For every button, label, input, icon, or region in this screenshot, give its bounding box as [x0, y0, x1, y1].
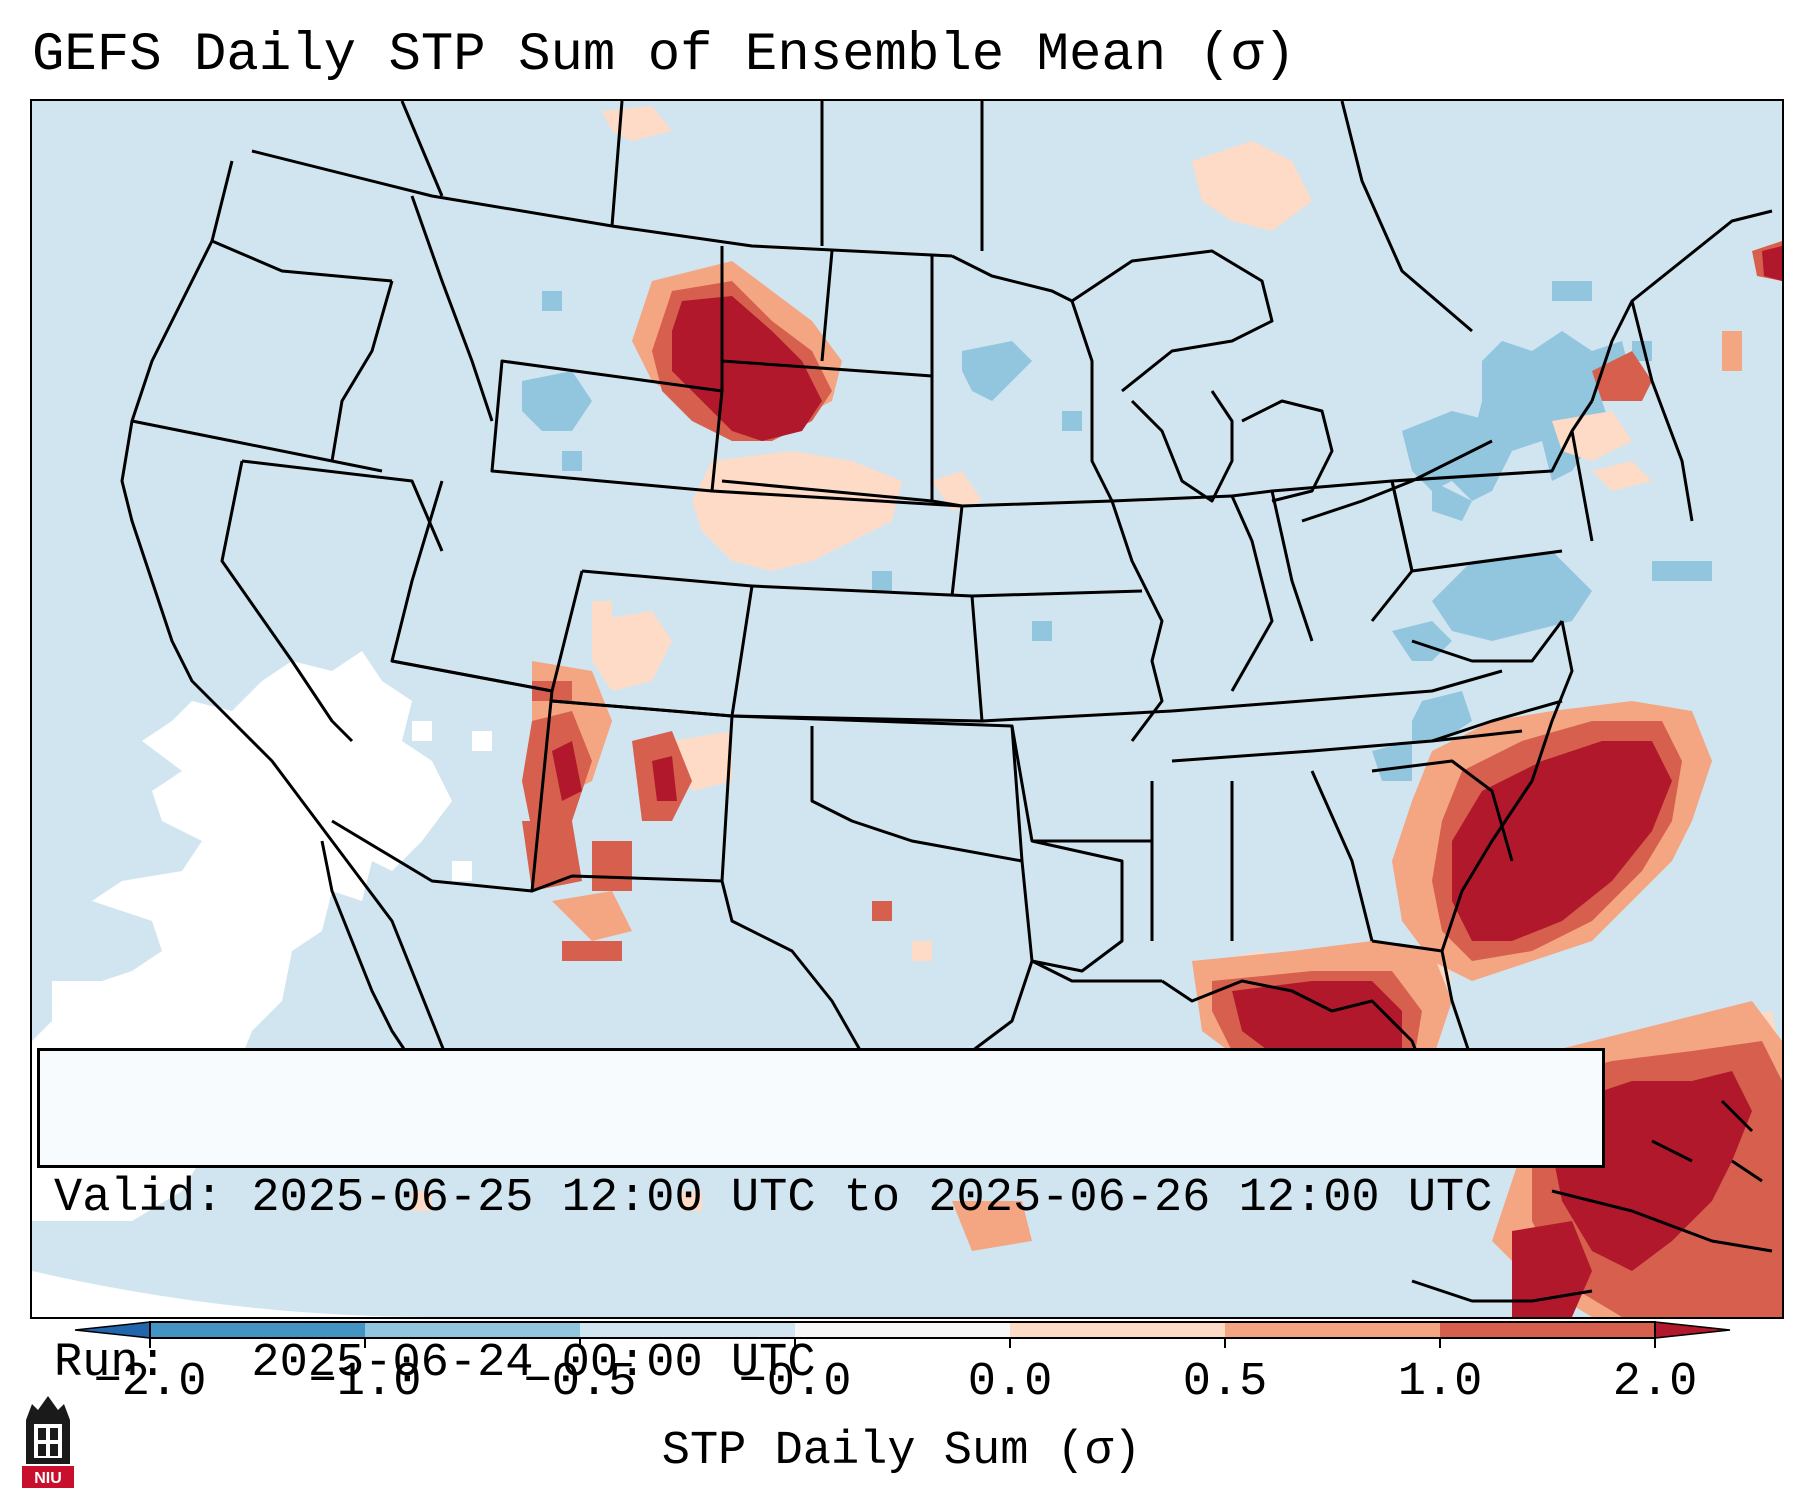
colorbar-label-text: STP Daily Sum (σ) [661, 1425, 1142, 1478]
run-time-text: Run: 2025-06-24 00:00 UTC [54, 1337, 816, 1390]
chart-title: GEFS Daily STP Sum of Ensemble Mean (σ) [32, 25, 1296, 86]
logo-text: NIU [34, 1470, 62, 1487]
logo-banner [22, 1466, 74, 1488]
valid-run-info-box: Valid: 2025-06-25 12:00 UTC to 2025-06-2… [37, 1048, 1605, 1390]
negative-field [522, 281, 1712, 781]
colorbar-tick-label: 2.0 [1613, 1356, 1698, 1409]
valid-time-text: Valid: 2025-06-25 12:00 UTC to 2025-06-2… [54, 1172, 1493, 1225]
niu-logo: NIU [22, 1396, 74, 1488]
projection-edge [32, 1271, 432, 1317]
colorbar-extend-high [1654, 1321, 1731, 1339]
colorbar-label: STP Daily Sum (σ) [0, 1424, 1803, 1480]
